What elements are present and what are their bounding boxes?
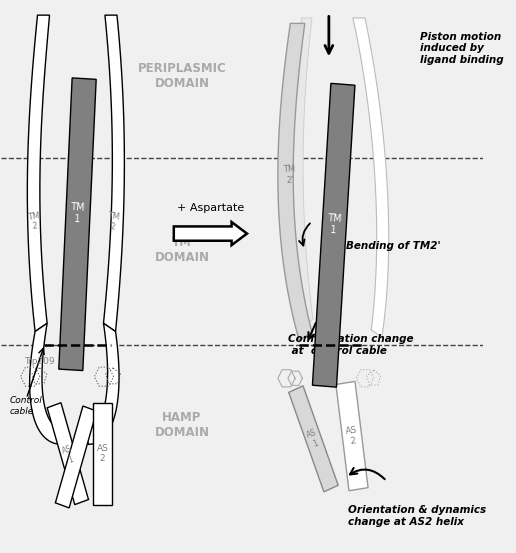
Polygon shape — [93, 403, 111, 504]
Text: PERIPLASMIC
DOMAIN: PERIPLASMIC DOMAIN — [138, 62, 227, 90]
Text: TM
2: TM 2 — [27, 211, 42, 232]
Polygon shape — [55, 406, 96, 508]
Text: Bending of TM2': Bending of TM2' — [346, 241, 440, 251]
FancyArrow shape — [174, 222, 247, 245]
Polygon shape — [87, 324, 119, 444]
Polygon shape — [353, 18, 389, 337]
Polygon shape — [289, 386, 338, 492]
Text: AS
1: AS 1 — [305, 428, 321, 450]
Text: AS
2: AS 2 — [96, 444, 108, 463]
Text: Conformation change
 at  control cable: Conformation change at control cable — [288, 335, 413, 356]
Polygon shape — [278, 23, 312, 340]
Polygon shape — [312, 84, 355, 387]
Text: HAMP
DOMAIN: HAMP DOMAIN — [154, 411, 209, 439]
Text: AS
2: AS 2 — [345, 426, 359, 446]
Polygon shape — [104, 15, 124, 331]
Polygon shape — [59, 78, 96, 371]
Text: TM
2': TM 2' — [283, 165, 296, 185]
Text: Orientation & dynamics
change at AS2 helix: Orientation & dynamics change at AS2 hel… — [348, 505, 486, 526]
Text: Control
cable: Control cable — [10, 396, 43, 415]
Polygon shape — [29, 324, 63, 444]
Polygon shape — [47, 403, 88, 505]
Text: TM
1: TM 1 — [326, 213, 342, 236]
Text: Piston motion
induced by
ligand binding: Piston motion induced by ligand binding — [421, 32, 504, 65]
Text: TM
DOMAIN: TM DOMAIN — [154, 236, 209, 264]
Text: TM
2: TM 2 — [106, 211, 121, 232]
Text: + Aspartate: + Aspartate — [178, 203, 245, 213]
Text: TM
1: TM 1 — [70, 202, 85, 225]
Polygon shape — [336, 382, 368, 491]
Polygon shape — [292, 18, 313, 326]
Text: Trp209: Trp209 — [24, 357, 55, 366]
Polygon shape — [27, 15, 50, 331]
Text: AS
1: AS 1 — [61, 445, 76, 466]
